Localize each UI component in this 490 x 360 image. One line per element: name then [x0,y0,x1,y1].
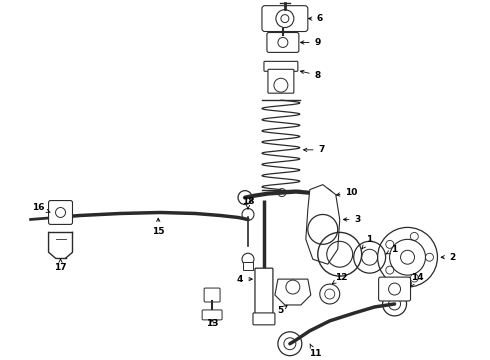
Text: 4: 4 [237,275,252,284]
FancyBboxPatch shape [49,201,73,224]
Text: 3: 3 [343,215,361,224]
Text: 17: 17 [54,259,67,272]
FancyBboxPatch shape [255,268,273,320]
FancyBboxPatch shape [243,262,253,270]
Text: 14: 14 [410,273,424,287]
FancyBboxPatch shape [253,313,275,325]
FancyBboxPatch shape [268,69,294,93]
Text: 2: 2 [441,253,456,262]
Text: 18: 18 [242,197,254,209]
Text: 1: 1 [362,235,373,249]
Text: 1: 1 [386,245,398,254]
Text: 16: 16 [32,203,50,212]
Polygon shape [306,185,340,264]
Text: 7: 7 [304,145,325,154]
FancyBboxPatch shape [202,310,222,320]
Text: 6: 6 [309,14,323,23]
Text: 10: 10 [337,188,358,197]
Text: 9: 9 [300,38,321,47]
Text: 15: 15 [152,218,165,236]
FancyBboxPatch shape [267,32,299,53]
Text: 11: 11 [309,344,321,358]
Text: 5: 5 [277,306,287,315]
Polygon shape [275,279,311,305]
FancyBboxPatch shape [379,277,411,301]
Text: 8: 8 [300,70,321,80]
FancyBboxPatch shape [204,288,220,302]
FancyBboxPatch shape [262,6,308,32]
Text: 12: 12 [332,273,348,284]
Text: 13: 13 [206,319,219,328]
FancyBboxPatch shape [264,61,298,71]
